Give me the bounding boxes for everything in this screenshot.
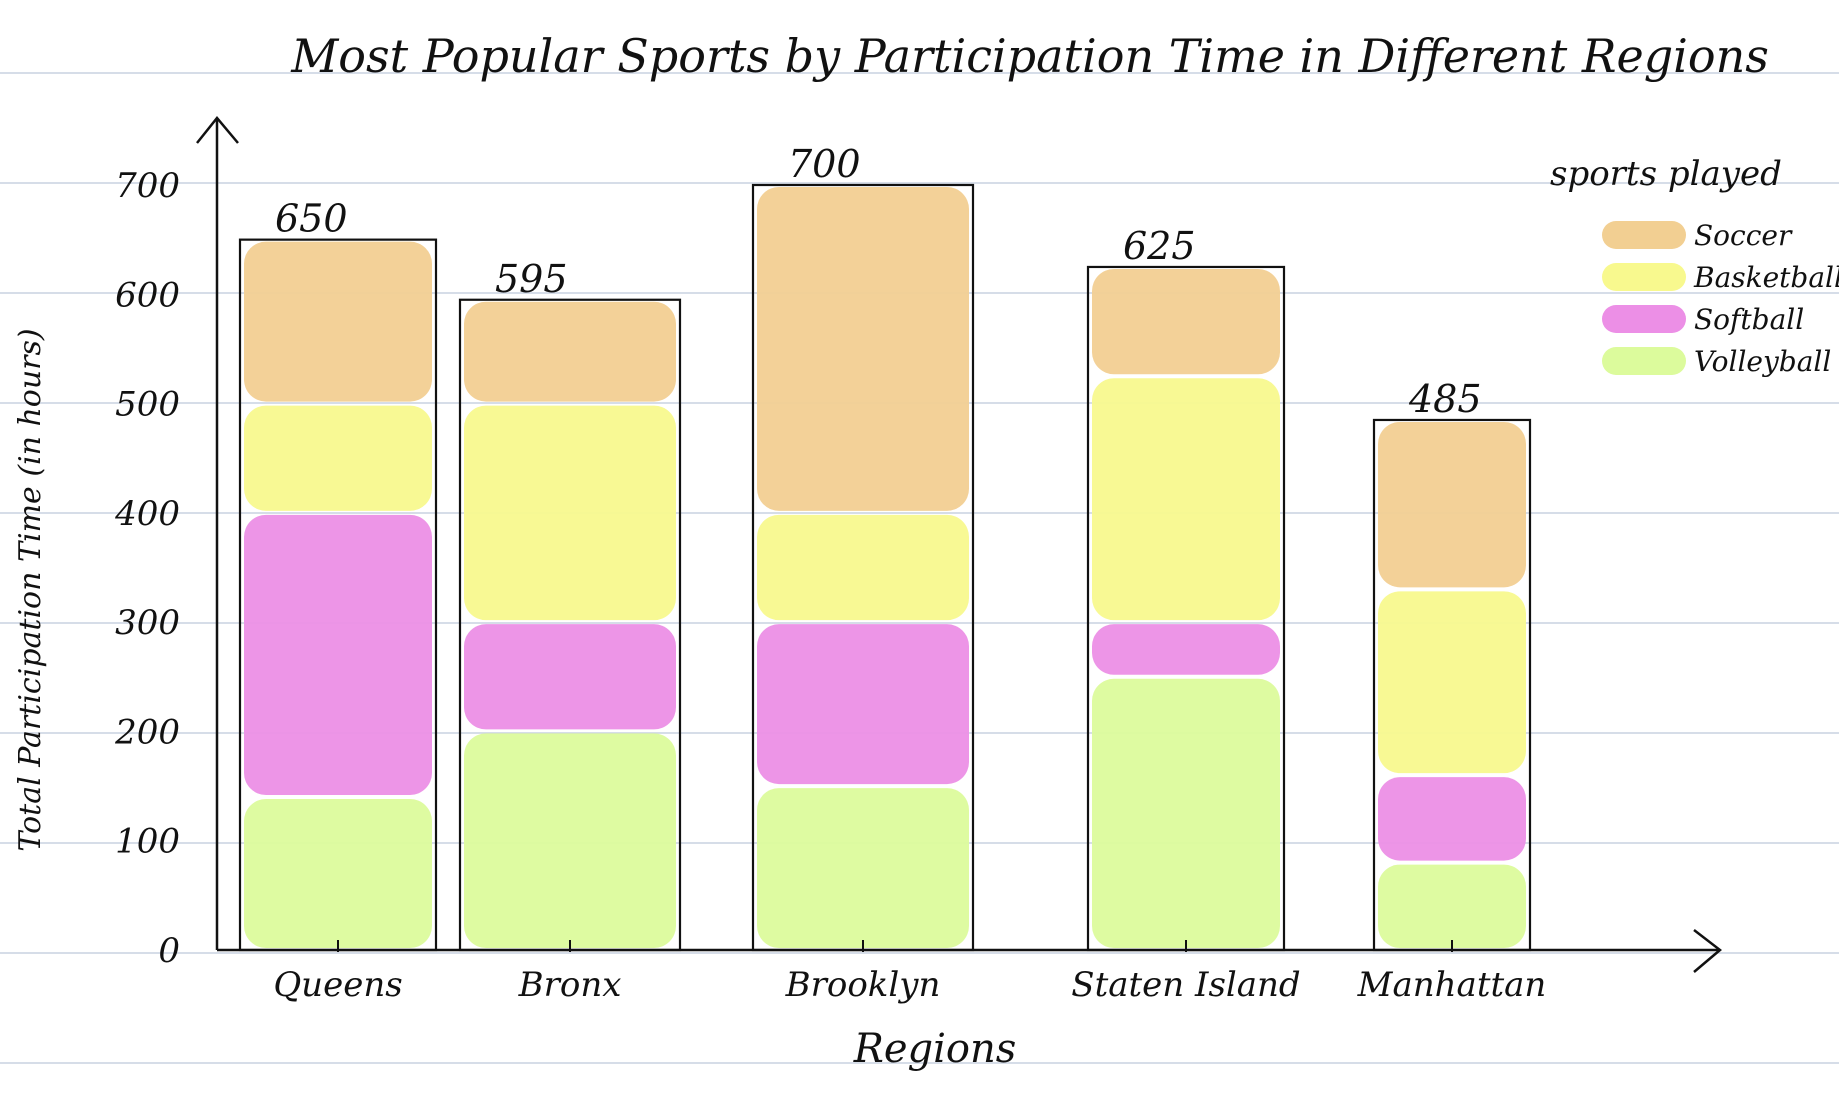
- x-tick-label: Bronx: [518, 965, 622, 1005]
- legend-label: Basketball: [1693, 261, 1839, 294]
- y-tick-label: 500: [115, 385, 180, 425]
- bar-segment: [757, 187, 969, 511]
- bar-segment: [1092, 678, 1280, 948]
- axes: [196, 116, 1722, 973]
- bar-total-labels: 650 595 700 625 485: [275, 142, 1482, 421]
- bar-segment: [464, 733, 676, 948]
- y-tick-label: 0: [158, 931, 180, 971]
- bar-group: [458, 298, 682, 952]
- x-tick-label: Brooklyn: [785, 965, 941, 1005]
- x-axis-label: Regions: [853, 1026, 1017, 1072]
- x-tick-label: Queens: [273, 965, 402, 1005]
- legend-swatch: [1602, 305, 1686, 333]
- y-tick-label: 300: [115, 603, 180, 643]
- legend-swatch: [1602, 347, 1686, 375]
- bar-segment: [1092, 268, 1280, 375]
- x-tick-label: Manhattan: [1357, 965, 1547, 1005]
- bar-segment: [1378, 777, 1526, 861]
- y-axis-label: Total Participation Time (in hours): [13, 328, 48, 851]
- bar-segment: [757, 624, 969, 785]
- legend: sports played Soccer Basketball Softball Vo…: [1550, 154, 1839, 378]
- bar-segment: [1378, 864, 1526, 948]
- bar-segment: [464, 301, 676, 402]
- y-axis-ticks: 0 100 200 300 400 500 600 700: [114, 166, 180, 971]
- bar-total-label: 595: [495, 257, 568, 301]
- bars: [238, 183, 1532, 952]
- y-tick-label: 600: [115, 275, 180, 315]
- bar-group: [238, 238, 438, 952]
- bar-segment: [757, 788, 969, 948]
- x-axis-arrow: [1693, 929, 1722, 973]
- bar-total-label: 700: [788, 142, 861, 186]
- bar-segment: [244, 799, 432, 948]
- bar-total-label: 485: [1408, 377, 1482, 421]
- y-axis-arrow: [196, 116, 239, 144]
- bar-segment: [1378, 591, 1526, 774]
- bar-segment: [464, 405, 676, 621]
- bar-segment: [464, 624, 676, 730]
- bar-total-label: 625: [1123, 224, 1196, 268]
- bar-segment: [244, 241, 432, 402]
- legend-label: Soccer: [1694, 219, 1793, 252]
- legend-title: sports played: [1550, 154, 1782, 194]
- legend-label: Volleyball: [1694, 345, 1831, 378]
- chart-title: Most Popular Sports by Participation Tim…: [290, 29, 1769, 83]
- bar-segment: [244, 514, 432, 795]
- x-tick-label: Staten Island: [1071, 965, 1300, 1005]
- bar-segment: [244, 405, 432, 511]
- bar-segment: [1378, 421, 1526, 588]
- legend-swatch: [1602, 263, 1686, 291]
- y-tick-label: 200: [114, 712, 180, 752]
- bar-group: [1372, 418, 1532, 952]
- y-tick-label: 100: [115, 822, 180, 862]
- bar-group: [1086, 265, 1286, 952]
- bar-segment: [1092, 378, 1280, 621]
- bar-group: [751, 183, 975, 952]
- y-tick-label: 400: [114, 494, 180, 534]
- bar-total-label: 650: [275, 197, 348, 241]
- x-axis-ticks: Queens Bronx Brooklyn Staten Island Manhatta…: [273, 940, 1546, 1005]
- legend-swatch: [1602, 221, 1686, 249]
- legend-label: Softball: [1694, 303, 1804, 336]
- bar-segment: [757, 514, 969, 621]
- bar-segment: [1092, 624, 1280, 675]
- y-tick-label: 700: [115, 166, 180, 206]
